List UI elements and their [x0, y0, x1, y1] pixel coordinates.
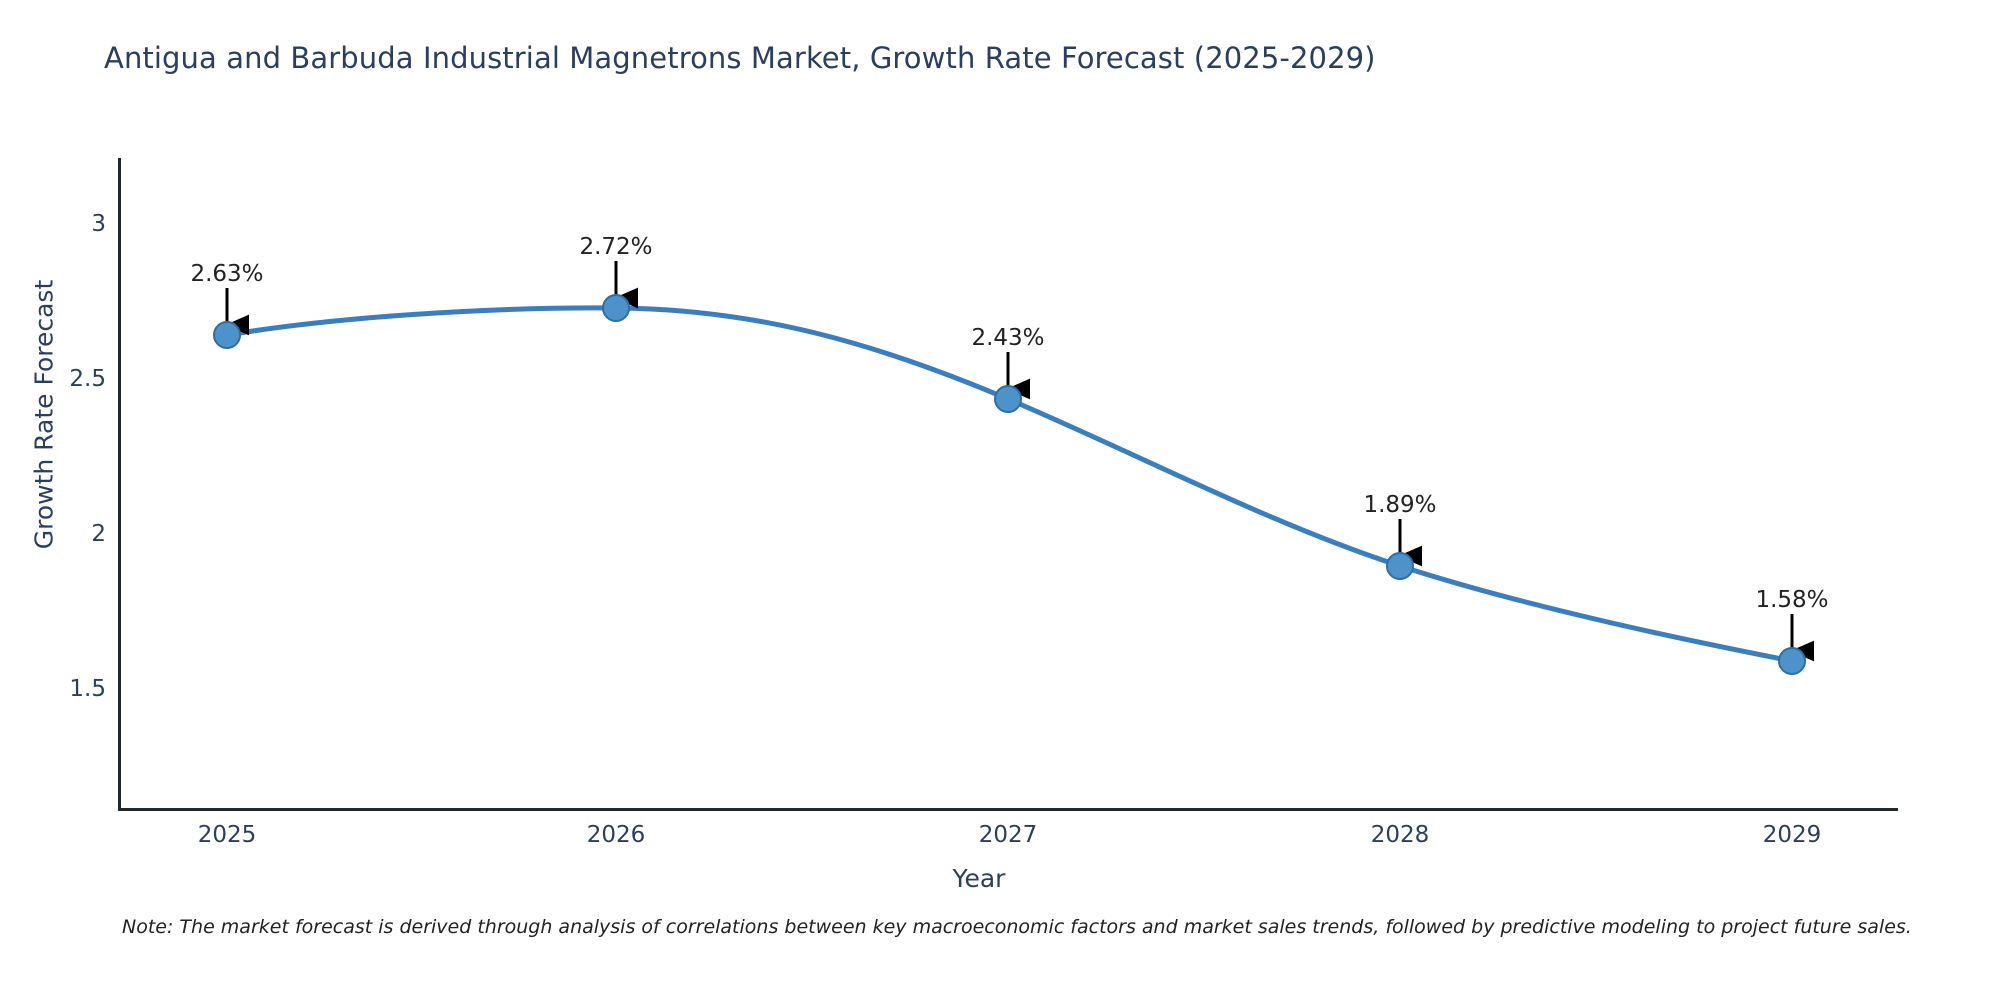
- footnote: Note: The market forecast is derived thr…: [122, 916, 1912, 938]
- data-point-marker[interactable]: [213, 321, 241, 349]
- y-tick-label: 2: [91, 521, 106, 547]
- x-tick-2028: 2028: [1320, 822, 1480, 848]
- data-label-2029: 1.58%: [1755, 587, 1829, 613]
- data-point-marker[interactable]: [1778, 647, 1806, 675]
- data-label-2026: 2.72%: [579, 234, 653, 260]
- x-tick-label: 2026: [586, 822, 646, 848]
- x-axis-line: [118, 808, 1898, 811]
- x-tick-label: 2025: [197, 822, 257, 848]
- x-axis-title-text: Year: [952, 864, 1006, 893]
- x-axis-title: Year: [0, 864, 2000, 893]
- data-label-2025: 2.63%: [190, 261, 264, 287]
- y-axis-line: [118, 158, 121, 810]
- x-tick-2025: 2025: [147, 822, 307, 848]
- data-point-marker[interactable]: [994, 385, 1022, 413]
- x-tick-2026: 2026: [536, 822, 696, 848]
- x-tick-2029: 2029: [1712, 822, 1872, 848]
- y-tick-label: 1.5: [69, 676, 106, 702]
- data-point-marker[interactable]: [602, 294, 630, 322]
- y-tick-label: 3: [91, 211, 106, 237]
- x-tick-label: 2028: [1370, 822, 1430, 848]
- x-tick-2027: 2027: [928, 822, 1088, 848]
- data-label-2027: 2.43%: [971, 325, 1045, 351]
- data-label-2028: 1.89%: [1363, 492, 1437, 518]
- y-tick-label: 2.5: [69, 366, 106, 392]
- data-point-marker[interactable]: [1386, 552, 1414, 580]
- x-tick-label: 2027: [978, 822, 1038, 848]
- page-title: Antigua and Barbuda Industrial Magnetron…: [104, 41, 1376, 75]
- x-tick-label: 2029: [1762, 822, 1822, 848]
